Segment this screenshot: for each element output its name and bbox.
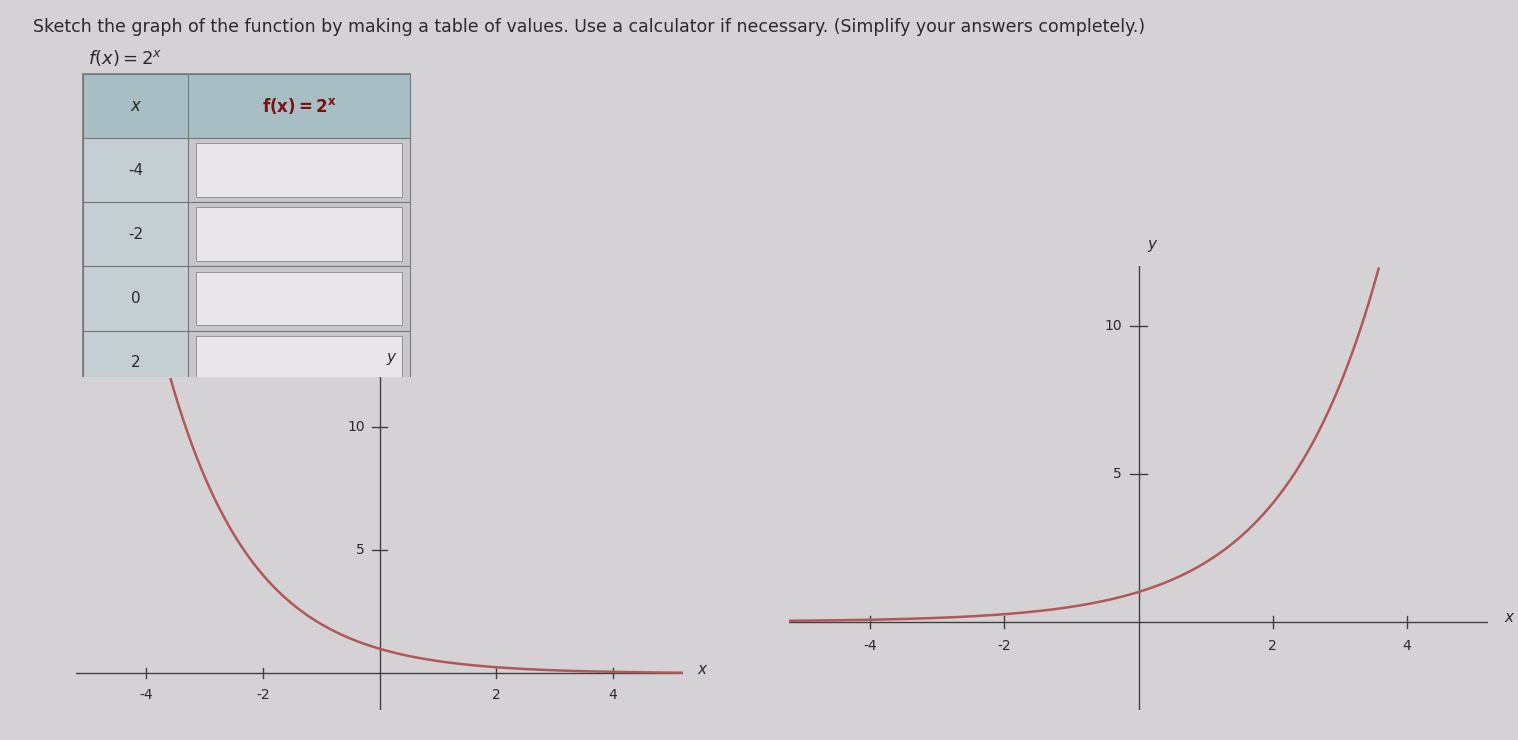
Text: 10: 10: [348, 420, 364, 434]
Text: 4: 4: [131, 420, 141, 434]
Bar: [83, 266, 188, 331]
Text: $\mathbf{f(x) = 2^x}$: $\mathbf{f(x) = 2^x}$: [261, 96, 335, 116]
Text: 5: 5: [357, 543, 364, 557]
Text: 2: 2: [131, 355, 141, 370]
Text: 2: 2: [1269, 639, 1277, 653]
Bar: [83, 138, 188, 202]
Text: 5: 5: [1113, 467, 1122, 480]
Text: 4: 4: [609, 688, 618, 702]
Bar: [196, 400, 402, 454]
Bar: [83, 394, 188, 459]
Bar: [83, 202, 188, 266]
Text: -4: -4: [864, 639, 877, 653]
Bar: [188, 331, 410, 394]
Bar: [188, 266, 410, 331]
Text: 0: 0: [131, 291, 141, 306]
Bar: [196, 336, 402, 389]
Text: 10: 10: [1104, 319, 1122, 332]
Text: 2: 2: [492, 688, 501, 702]
Text: x: x: [1504, 610, 1513, 625]
Bar: [196, 272, 402, 326]
Bar: [83, 331, 188, 394]
Bar: [188, 394, 410, 459]
Text: -4: -4: [140, 688, 153, 702]
Text: x: x: [698, 662, 707, 677]
Text: -2: -2: [257, 688, 270, 702]
Text: -2: -2: [997, 639, 1011, 653]
Text: 4: 4: [1403, 639, 1412, 653]
Bar: [188, 138, 410, 202]
Text: x: x: [131, 97, 141, 115]
Text: Sketch the graph of the function by making a table of values. Use a calculator i: Sketch the graph of the function by maki…: [33, 18, 1146, 36]
Text: y: y: [1148, 237, 1157, 252]
Text: $f(x) = 2^x$: $f(x) = 2^x$: [88, 48, 162, 68]
Text: y: y: [387, 350, 396, 365]
Text: -4: -4: [128, 163, 143, 178]
Text: -2: -2: [128, 227, 143, 242]
Bar: [83, 74, 410, 138]
Bar: [196, 207, 402, 261]
Bar: [196, 144, 402, 197]
Bar: [188, 202, 410, 266]
